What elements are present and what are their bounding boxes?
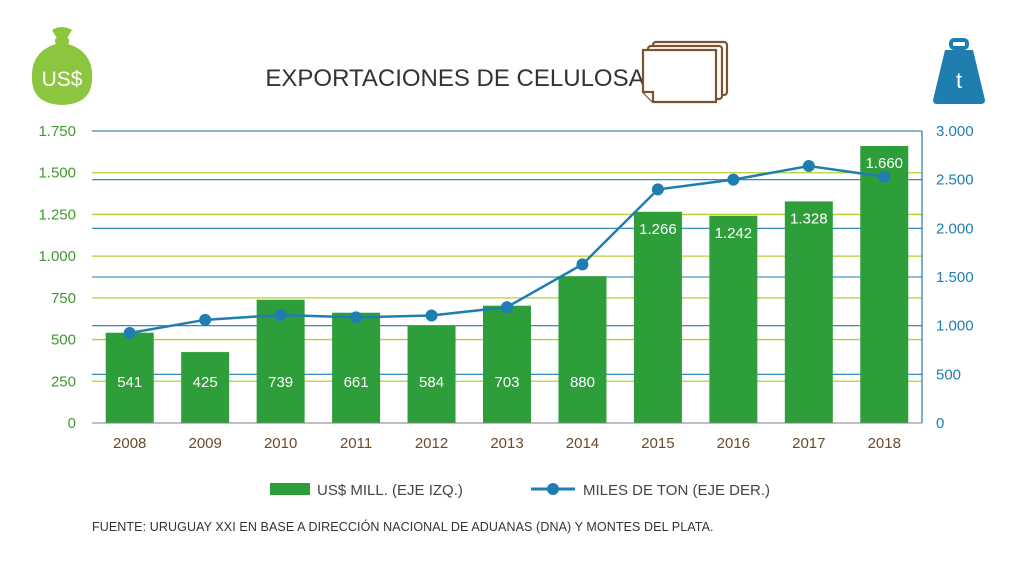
- bar: [181, 352, 230, 423]
- x-tick-label: 2016: [717, 435, 750, 452]
- paper-stack-icon: [641, 40, 729, 104]
- y-left-tick-label: 0: [68, 415, 76, 432]
- bar-value-label: 1.266: [639, 221, 677, 238]
- line-point: [425, 309, 438, 322]
- y-right-tick-label: 500: [936, 366, 961, 383]
- bar-value-label: 739: [268, 374, 293, 391]
- y-right-tick-label: 3.000: [936, 123, 974, 140]
- x-tick-label: 2011: [340, 435, 372, 452]
- bar-value-label: 1.242: [715, 225, 753, 242]
- x-tick-label: 2015: [641, 435, 674, 452]
- y-right-tick-label: 2.000: [936, 220, 974, 237]
- line-point: [802, 160, 815, 173]
- y-left-tick-label: 500: [51, 332, 76, 349]
- x-tick-label: 2010: [264, 435, 297, 452]
- money-bag-icon: US$: [31, 27, 93, 105]
- legend-label-bars: US$ MILL. (EJE IZQ.): [317, 482, 463, 499]
- source-note: FUENTE: URUGUAY XXI EN BASE A DIRECCIÓN …: [92, 520, 714, 534]
- x-tick-label: 2013: [490, 435, 523, 452]
- bar: [633, 211, 682, 423]
- bar-value-label: 425: [193, 374, 218, 391]
- bar-series: 541 425 739 661 584 703 880 1.266 1.242 1.328 1.66…: [105, 146, 909, 423]
- line-point: [727, 173, 740, 186]
- weight-icon: t: [933, 38, 985, 104]
- chart-title: EXPORTACIONES DE CELULOSA: [265, 65, 644, 92]
- bar: [105, 332, 154, 423]
- bar: [332, 312, 381, 423]
- legend-marker-line: [547, 483, 559, 495]
- line-point: [576, 258, 589, 271]
- y-right-tick-label: 2.500: [936, 172, 974, 189]
- line-point: [350, 311, 363, 324]
- line-point: [199, 313, 212, 326]
- y-left-tick-label: 750: [51, 290, 76, 307]
- bar-value-label: 541: [117, 374, 142, 391]
- bar-value-label: 661: [344, 374, 369, 391]
- legend: US$ MILL. (EJE IZQ.) MILES DE TON (EJE D…: [270, 482, 770, 499]
- bar-value-label: 880: [570, 374, 595, 391]
- line-point: [501, 301, 513, 314]
- axes: 0 250 500 750 1.000 1.250 1.500 1.750 0 500 1.000 1…: [38, 123, 973, 452]
- y-right-tick-label: 1.000: [936, 318, 974, 335]
- bar: [407, 325, 456, 423]
- x-tick-label: 2008: [113, 435, 146, 452]
- y-right-tick-label: 0: [936, 415, 944, 432]
- y-left-tick-label: 250: [51, 373, 76, 390]
- money-bag-label: US$: [42, 68, 83, 91]
- y-left-tick-label: 1.250: [38, 206, 76, 223]
- x-tick-label: 2014: [566, 435, 599, 452]
- x-tick-label: 2018: [868, 435, 901, 452]
- bar: [784, 201, 833, 423]
- y-left-tick-label: 1.500: [38, 165, 76, 182]
- bar: [709, 215, 758, 423]
- line-point: [274, 308, 287, 321]
- bar: [483, 305, 531, 423]
- line-point: [651, 183, 664, 196]
- legend-label-line: MILES DE TON (EJE DER.): [583, 482, 770, 499]
- bar: [558, 276, 607, 423]
- x-tick-label: 2017: [792, 435, 825, 452]
- bar-value-label: 703: [494, 374, 519, 391]
- line-point: [878, 170, 891, 183]
- y-left-tick-label: 1.000: [38, 248, 76, 265]
- line-point: [123, 326, 136, 339]
- x-tick-label: 2009: [188, 435, 221, 452]
- bar-value-label: 1.660: [865, 155, 903, 172]
- x-tick-label: 2012: [415, 435, 448, 452]
- y-right-tick-label: 1.500: [936, 269, 974, 286]
- bar-value-label: 584: [419, 374, 444, 391]
- line-series: [123, 160, 891, 339]
- legend-swatch-bars: [270, 483, 310, 495]
- bar-value-label: 1.328: [790, 210, 828, 227]
- bar: [860, 146, 909, 423]
- weight-label: t: [956, 68, 962, 93]
- y-left-tick-label: 1.750: [38, 123, 76, 140]
